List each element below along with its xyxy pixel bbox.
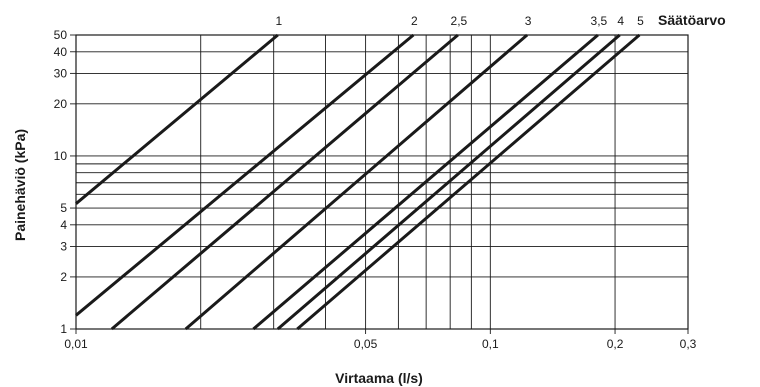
y-tick-label: 2 bbox=[60, 270, 67, 284]
y-tick-label: 20 bbox=[54, 97, 68, 111]
y-tick-label: 4 bbox=[60, 218, 67, 232]
y-tick-label: 1 bbox=[60, 322, 67, 336]
series-line bbox=[110, 33, 459, 331]
series-line bbox=[252, 33, 599, 331]
y-axis-title: Painehäviö (kPa) bbox=[12, 129, 28, 241]
series-line bbox=[75, 33, 415, 317]
y-tick-label: 5 bbox=[60, 201, 67, 215]
legend-title: Säätöarvo bbox=[658, 12, 726, 28]
x-tick-label: 0,3 bbox=[680, 337, 697, 351]
x-tick-label: 0,1 bbox=[482, 337, 499, 351]
grid-lines bbox=[76, 35, 688, 329]
series-label: 3,5 bbox=[591, 14, 608, 28]
series-line bbox=[296, 33, 641, 331]
tick-labels: 0,01 0,05 0,1 0,2 0,3 1 2 3 4 5 10 20 30 40 50 bbox=[54, 28, 697, 351]
plot-frame bbox=[75, 34, 689, 330]
series-label: 2 bbox=[411, 14, 418, 28]
y-tick-label: 40 bbox=[54, 45, 68, 59]
y-tick-label: 3 bbox=[60, 239, 67, 253]
series-line bbox=[75, 33, 279, 205]
x-axis-title: Virtaama (l/s) bbox=[335, 370, 423, 386]
series-label: 5 bbox=[637, 14, 644, 28]
y-tick-label: 50 bbox=[54, 28, 68, 42]
x-tick-label: 0,01 bbox=[64, 337, 88, 351]
x-tick-label: 0,2 bbox=[607, 337, 624, 351]
series-line bbox=[276, 33, 621, 331]
x-tick-label: 0,05 bbox=[354, 337, 378, 351]
series-label: 3 bbox=[525, 14, 532, 28]
series-label: 1 bbox=[275, 14, 282, 28]
y-tick-label: 30 bbox=[54, 66, 68, 80]
series-label: 2,5 bbox=[451, 14, 468, 28]
series-line bbox=[184, 33, 529, 331]
y-tick-label: 10 bbox=[54, 149, 68, 163]
series-lines: 1 2 2,5 3 3,5 4 5 bbox=[75, 14, 644, 331]
series-label: 4 bbox=[617, 14, 624, 28]
